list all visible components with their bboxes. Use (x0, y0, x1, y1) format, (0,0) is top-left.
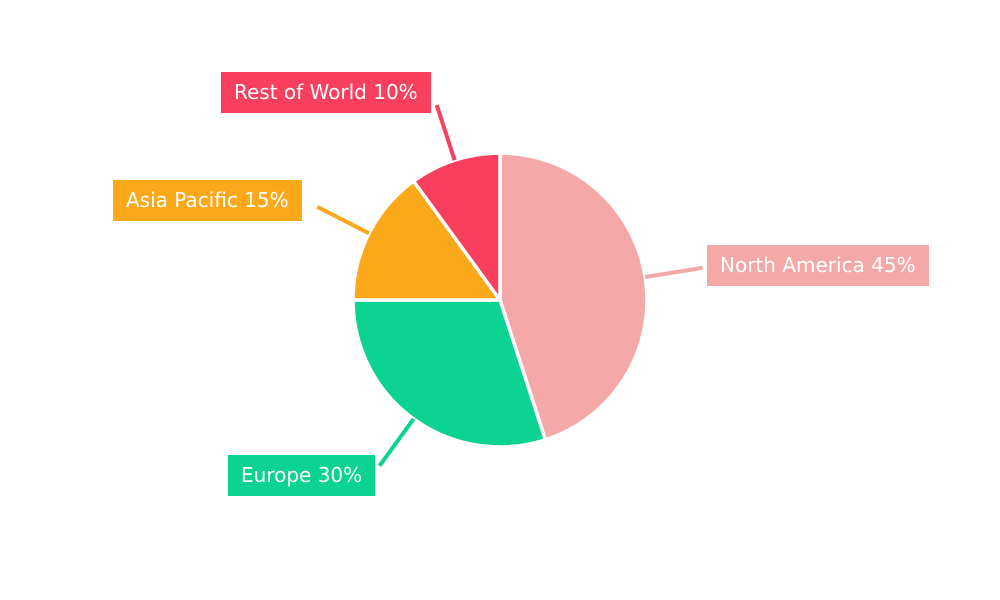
callout-label-asia-pacific: Asia Pacific 15% (113, 180, 302, 221)
pie-slice-asia-pacific[interactable] (351, 179, 502, 302)
callout-label-north-america: North America 45% (707, 245, 929, 286)
pie-slice-north-america[interactable] (498, 151, 649, 442)
callout-label-europe: Europe 30% (228, 455, 376, 496)
leader-line-north-america (644, 265, 703, 279)
leader-line-europe (377, 417, 416, 467)
leader-line-rest-of-world (434, 104, 457, 161)
callout-label-rest-of-world: Rest of World 10% (221, 72, 431, 113)
leader-line-asia-pacific (316, 205, 370, 236)
